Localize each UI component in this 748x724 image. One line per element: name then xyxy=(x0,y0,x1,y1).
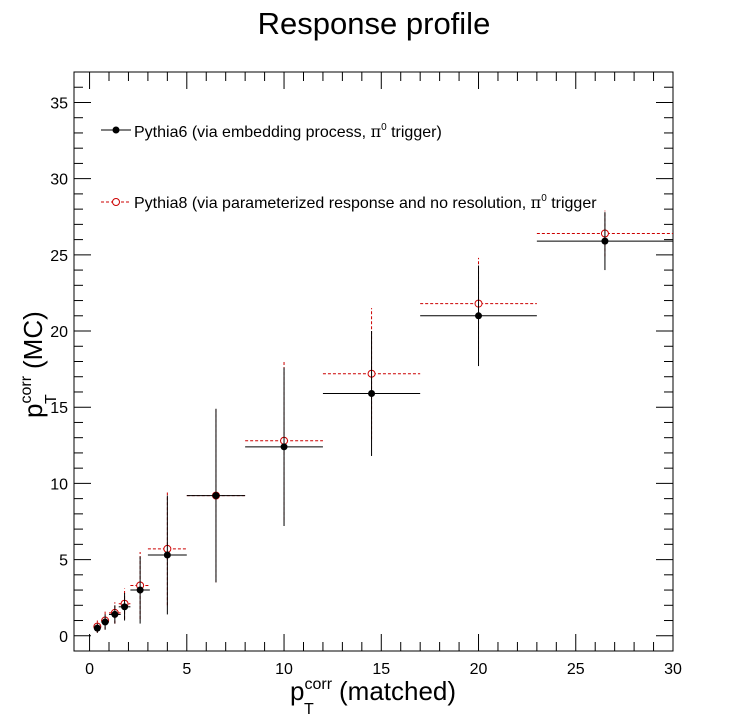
x-tick-label: 5 xyxy=(182,661,191,678)
x-axis-label-suffix: (matched) xyxy=(339,676,456,706)
y-axis-label-group: pcorr T (MC) xyxy=(18,311,60,418)
x-tick-label: 30 xyxy=(664,661,682,678)
legend-label-pythia6-pi: π xyxy=(371,122,382,141)
series-pythia6 xyxy=(93,212,673,633)
y-axis-label-base: p xyxy=(18,404,48,418)
x-axis-label-sup: corr xyxy=(304,676,332,693)
data-point xyxy=(280,443,288,451)
legend-label-pythia8-suffix: trigger xyxy=(547,195,597,212)
y-tick-label: 5 xyxy=(59,553,68,570)
y-axis-label: pcorr T (MC) xyxy=(18,311,60,418)
data-point xyxy=(475,312,483,320)
legend-label-pythia6-prefix: Pythia6 (via embedding process, xyxy=(134,124,371,141)
data-point xyxy=(93,624,101,632)
y-tick-label: 30 xyxy=(50,172,68,189)
y-tick-label: 15 xyxy=(50,400,68,417)
legend: Pythia6 (via embedding process, π0 trigg… xyxy=(101,122,597,212)
y-tick-label: 0 xyxy=(59,629,68,646)
y-tick-label: 10 xyxy=(50,476,68,493)
legend-entry-pythia6: Pythia6 (via embedding process, π0 trigg… xyxy=(101,122,442,141)
legend-label-pythia6: Pythia6 (via embedding process, π0 trigg… xyxy=(134,122,442,141)
data-point xyxy=(212,492,220,500)
y-tick-label: 20 xyxy=(50,324,68,341)
x-axis-label: pcorr T (matched) xyxy=(290,676,456,718)
plot-frame xyxy=(73,71,674,652)
data-point xyxy=(121,603,129,611)
x-tick-label: 15 xyxy=(372,661,390,678)
y-tick-label: 25 xyxy=(50,248,68,265)
legend-marker-pythia6 xyxy=(112,126,120,134)
series-pythia8 xyxy=(93,210,673,633)
axis-ticks xyxy=(74,72,674,651)
data-point xyxy=(163,551,171,559)
legend-label-pythia8-pi: π xyxy=(531,193,542,212)
legend-label-pythia8-pi-sup: 0 xyxy=(541,193,547,204)
legend-label-pythia6-pi-sup: 0 xyxy=(381,122,387,133)
legend-label-pythia6-suffix: trigger) xyxy=(387,124,442,141)
legend-entry-pythia8: Pythia8 (via parameterized response and … xyxy=(101,193,597,212)
y-axis-label-suffix: (MC) xyxy=(18,311,48,369)
x-axis-label-base: p xyxy=(290,676,304,706)
chart-title: Response profile xyxy=(258,6,491,41)
data-point xyxy=(111,610,119,618)
x-tick-label: 25 xyxy=(567,661,585,678)
y-tick-labels: 0 5 10 15 20 25 30 35 xyxy=(50,95,68,645)
data-point xyxy=(136,586,144,594)
legend-marker-pythia8 xyxy=(112,198,120,206)
data-point xyxy=(601,237,609,245)
legend-label-pythia8: Pythia8 (via parameterized response and … xyxy=(134,193,597,212)
data-point xyxy=(368,389,376,397)
data-point xyxy=(101,618,109,626)
y-tick-label: 35 xyxy=(50,95,68,112)
y-axis-label-sup: corr xyxy=(18,375,35,403)
data-series xyxy=(93,210,673,633)
x-tick-labels: 0 5 10 15 20 25 30 xyxy=(85,661,682,678)
legend-label-pythia8-prefix: Pythia8 (via parameterized response and … xyxy=(134,195,531,212)
y-axis-label-sub: T xyxy=(43,394,60,404)
x-tick-label: 10 xyxy=(275,661,293,678)
x-tick-label: 20 xyxy=(470,661,488,678)
x-axis-label-sub: T xyxy=(304,701,314,718)
x-tick-label: 0 xyxy=(85,661,94,678)
